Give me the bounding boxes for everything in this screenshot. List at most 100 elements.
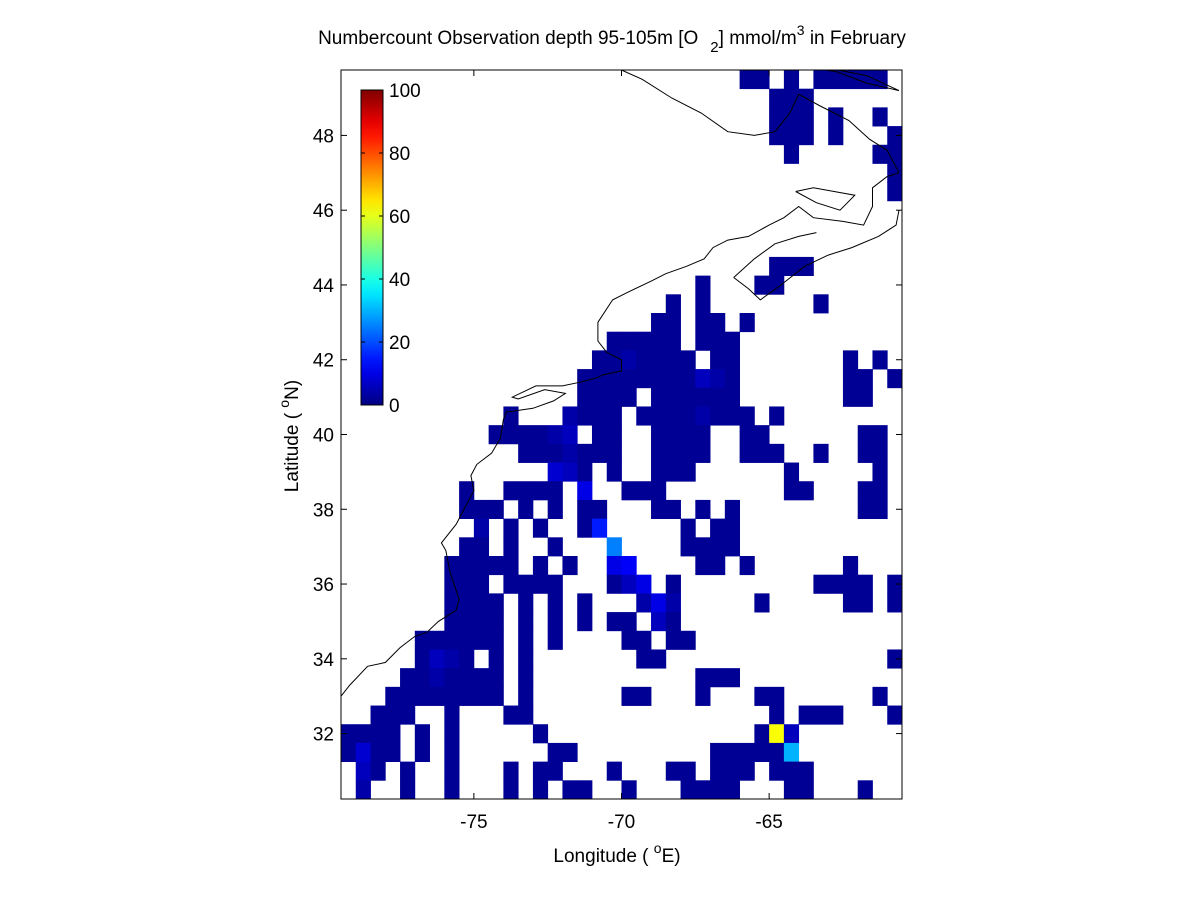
heatmap-cell bbox=[857, 443, 873, 463]
heatmap-cell bbox=[400, 705, 416, 725]
heatmap-cell bbox=[606, 556, 622, 576]
heatmap-cell bbox=[651, 387, 667, 407]
heatmap-cell bbox=[577, 369, 593, 389]
heatmap-cell bbox=[680, 630, 696, 650]
heatmap-cell bbox=[754, 686, 770, 706]
heatmap-cell bbox=[547, 443, 563, 463]
heatmap-cell bbox=[532, 443, 549, 463]
coastline-layer bbox=[341, 70, 900, 697]
heatmap-cell bbox=[783, 724, 800, 744]
heatmap-cell bbox=[414, 724, 430, 744]
heatmap-cell bbox=[887, 144, 903, 164]
heatmap-cell bbox=[636, 369, 652, 389]
heatmap-cell bbox=[724, 761, 740, 781]
heatmap-cell bbox=[444, 556, 460, 576]
heatmap-cell bbox=[429, 668, 445, 688]
heatmap-cell bbox=[532, 556, 549, 576]
heatmap-cell bbox=[606, 369, 622, 389]
heatmap-cell bbox=[857, 70, 873, 90]
heatmap-cell bbox=[503, 425, 519, 445]
heatmap-cell bbox=[887, 593, 903, 613]
heatmap-cell bbox=[665, 499, 681, 520]
heatmap-cell bbox=[695, 275, 711, 295]
heatmap-cell bbox=[739, 556, 755, 576]
heatmap-cell bbox=[636, 593, 652, 613]
heatmap-cell bbox=[459, 612, 475, 632]
heatmap-cell bbox=[857, 387, 873, 407]
heatmap-cell bbox=[710, 518, 726, 538]
heatmap-cell bbox=[400, 780, 416, 800]
heatmap-cell bbox=[872, 686, 888, 706]
heatmap-cell bbox=[857, 593, 873, 613]
heatmap-cell bbox=[473, 537, 490, 557]
coastline bbox=[795, 187, 856, 211]
heatmap-cells bbox=[341, 70, 903, 800]
heatmap-cell bbox=[547, 425, 563, 445]
heatmap-cell bbox=[518, 593, 534, 613]
heatmap-cell bbox=[355, 742, 371, 763]
heatmap-cell bbox=[680, 462, 696, 482]
heatmap-cell bbox=[577, 612, 593, 632]
heatmap-cell bbox=[872, 443, 888, 463]
heatmap-cell bbox=[518, 705, 534, 725]
heatmap-cell bbox=[724, 350, 740, 370]
heatmap-cell bbox=[621, 686, 637, 706]
heatmap-cell bbox=[680, 406, 696, 426]
heatmap-cell bbox=[606, 537, 622, 557]
heatmap-cell bbox=[621, 350, 637, 370]
heatmap-cell bbox=[532, 574, 549, 594]
heatmap-cell bbox=[459, 630, 475, 650]
heatmap-cell bbox=[887, 705, 903, 725]
heatmap-cell bbox=[665, 593, 681, 613]
heatmap-cell bbox=[724, 331, 740, 351]
heatmap-cell bbox=[606, 612, 622, 632]
heatmap-cell bbox=[473, 574, 490, 594]
heatmap-cell bbox=[887, 649, 903, 669]
heatmap-cell bbox=[459, 668, 475, 688]
heatmap-cell bbox=[813, 294, 829, 314]
heatmap-cell bbox=[503, 481, 519, 501]
heatmap-cell bbox=[695, 369, 711, 389]
heatmap-cell bbox=[665, 761, 681, 781]
heatmap-cell bbox=[606, 387, 622, 407]
heatmap-cell bbox=[783, 481, 800, 501]
x-tick-label: -75 bbox=[460, 812, 487, 833]
heatmap-cell bbox=[754, 443, 770, 463]
heatmap-cell bbox=[473, 612, 490, 632]
heatmap-cell bbox=[665, 387, 681, 407]
heatmap-cell bbox=[783, 88, 800, 108]
heatmap-cell bbox=[636, 686, 652, 706]
heatmap-cell bbox=[798, 761, 814, 781]
heatmap-cell bbox=[577, 593, 593, 613]
heatmap-cell bbox=[887, 369, 903, 389]
heatmap-cell bbox=[724, 537, 740, 557]
heatmap-cell bbox=[518, 649, 534, 669]
heatmap-cell bbox=[532, 724, 549, 744]
heatmap-cell bbox=[769, 126, 785, 146]
heatmap-cell bbox=[769, 742, 785, 763]
heatmap-cell bbox=[385, 724, 401, 744]
heatmap-cell bbox=[680, 537, 696, 557]
heatmap-cell bbox=[621, 556, 637, 576]
heatmap-cell bbox=[783, 462, 800, 482]
heatmap-cell bbox=[473, 556, 490, 576]
heatmap-cell bbox=[695, 313, 711, 333]
heatmap-cell bbox=[710, 387, 726, 407]
heatmap-cell bbox=[385, 705, 401, 725]
heatmap-cell bbox=[459, 649, 475, 669]
heatmap-cell bbox=[739, 406, 755, 426]
heatmap-cell bbox=[636, 406, 652, 426]
heatmap-cell bbox=[577, 481, 593, 501]
y-tick-label: 44 bbox=[313, 276, 335, 297]
heatmap-cell bbox=[724, 499, 740, 520]
heatmap-cell bbox=[798, 481, 814, 501]
heatmap-cell bbox=[769, 406, 785, 426]
heatmap-cell bbox=[547, 537, 563, 557]
heatmap-cell bbox=[695, 668, 711, 688]
heatmap-cell bbox=[665, 462, 681, 482]
heatmap-cell bbox=[665, 313, 681, 333]
heatmap-cell bbox=[695, 331, 711, 351]
heatmap-cell bbox=[710, 537, 726, 557]
heatmap-cell bbox=[872, 107, 888, 127]
